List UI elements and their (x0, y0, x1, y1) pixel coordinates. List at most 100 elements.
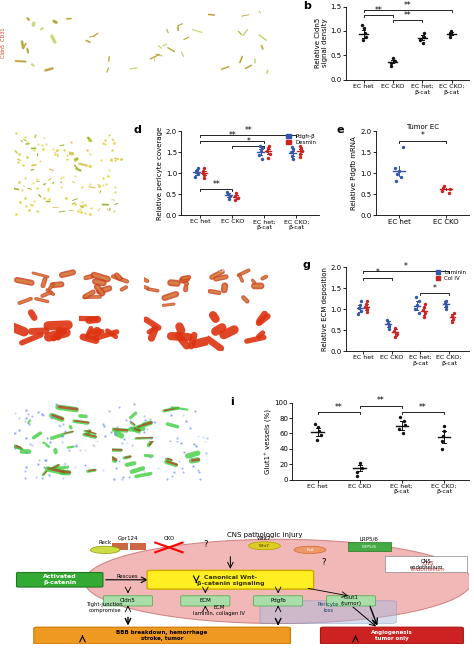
Bar (130, 542, 146, 550)
Point (415, 296, 422, 307)
Point (255, 150, 263, 160)
Point (356, 458, 364, 468)
Text: LRP5/6: LRP5/6 (362, 545, 377, 549)
Point (363, 296, 370, 306)
Text: **: ** (404, 1, 411, 10)
Text: CKO: CKO (164, 536, 174, 541)
Point (391, 326, 398, 337)
Point (234, 193, 242, 203)
Point (411, 304, 419, 314)
Text: i: i (230, 396, 234, 407)
Point (298, 143, 305, 153)
Text: ECM
laminin, collagen IV: ECM laminin, collagen IV (193, 605, 245, 616)
Point (447, 29, 454, 40)
Point (449, 314, 456, 324)
Text: Rescues: Rescues (116, 574, 138, 579)
Point (363, 304, 370, 314)
Point (450, 308, 457, 318)
Point (438, 436, 446, 447)
FancyBboxPatch shape (147, 570, 314, 589)
Point (416, 35, 424, 45)
Point (363, 307, 371, 318)
Point (383, 315, 391, 326)
Text: Wnt7: Wnt7 (257, 536, 272, 541)
Point (438, 186, 446, 196)
FancyBboxPatch shape (254, 596, 303, 606)
Text: **: ** (374, 6, 382, 15)
Point (195, 163, 202, 173)
Text: Laminin  CD31: Laminin CD31 (0, 270, 1, 306)
Y-axis label: Glut1⁺ vessels (%): Glut1⁺ vessels (%) (264, 409, 272, 474)
Point (265, 141, 273, 151)
Text: Pdgfb: Pdgfb (270, 598, 286, 603)
Point (298, 146, 305, 156)
Text: b: b (303, 1, 310, 10)
Point (356, 303, 363, 313)
Point (264, 143, 272, 153)
Point (393, 169, 401, 180)
Text: CNS
endothelium: CNS endothelium (409, 559, 443, 570)
Y-axis label: Relative ECM deposition: Relative ECM deposition (322, 267, 328, 351)
Point (296, 149, 303, 159)
Point (420, 27, 428, 38)
Point (200, 165, 207, 176)
Text: **: ** (335, 402, 343, 411)
FancyBboxPatch shape (385, 557, 467, 572)
Text: Pericyte
loss: Pericyte loss (318, 602, 339, 613)
Point (231, 191, 239, 201)
Text: ECM: ECM (200, 598, 211, 603)
Point (392, 176, 400, 186)
Point (401, 416, 408, 426)
Point (232, 195, 239, 206)
FancyBboxPatch shape (181, 596, 230, 606)
Title: Tumor EC: Tumor EC (406, 124, 439, 130)
Text: Cldn5  CD31: Cldn5 CD31 (1, 28, 6, 59)
Text: **: ** (245, 126, 252, 135)
Point (395, 424, 402, 434)
FancyBboxPatch shape (17, 572, 103, 587)
Point (440, 181, 448, 191)
Text: Wnt7: Wnt7 (259, 544, 270, 547)
Text: CNS pathologic injury: CNS pathologic injury (227, 533, 302, 538)
Point (393, 329, 401, 339)
Point (421, 308, 429, 318)
Point (358, 20, 366, 30)
Bar (112, 542, 128, 550)
Text: Angiogenesis
tumor only: Angiogenesis tumor only (371, 630, 413, 641)
Point (362, 298, 370, 309)
Point (442, 296, 449, 306)
Point (317, 430, 325, 440)
Point (258, 143, 266, 154)
Point (443, 304, 450, 314)
Point (420, 311, 428, 322)
Text: *: * (420, 131, 424, 140)
Ellipse shape (248, 542, 281, 550)
Point (258, 154, 266, 164)
Point (390, 53, 397, 63)
Point (357, 296, 365, 307)
Point (446, 184, 454, 195)
Point (447, 27, 454, 38)
Point (440, 421, 447, 431)
Point (224, 189, 232, 199)
Text: ?: ? (203, 540, 208, 549)
Point (362, 31, 369, 42)
Point (440, 426, 448, 436)
Text: BBB breakdown, hemorrhage
stroke, tumor: BBB breakdown, hemorrhage stroke, tumor (117, 630, 208, 641)
Point (421, 299, 428, 309)
Point (232, 188, 240, 199)
Point (447, 31, 454, 42)
Text: e: e (337, 124, 344, 135)
FancyBboxPatch shape (103, 596, 153, 606)
Point (397, 171, 405, 182)
Point (354, 471, 361, 481)
Point (439, 182, 447, 193)
Point (263, 146, 271, 156)
Point (387, 59, 395, 69)
Point (420, 302, 428, 312)
Text: CNS
endothelium: CNS endothelium (411, 561, 446, 572)
Point (201, 173, 208, 184)
Text: **: ** (419, 402, 427, 411)
Text: **: ** (228, 131, 236, 140)
Text: ?: ? (321, 558, 326, 567)
